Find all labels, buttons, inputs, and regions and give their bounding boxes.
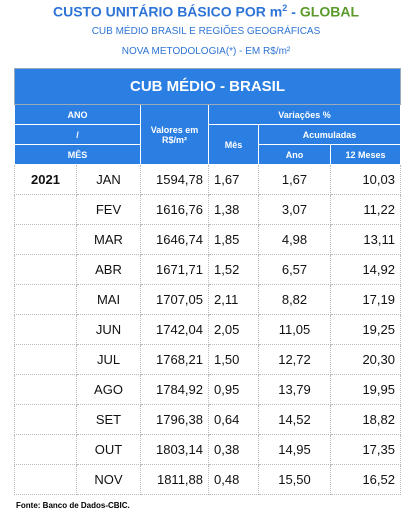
title-main: CUSTO UNITÁRIO BÁSICO POR m: [53, 3, 283, 20]
table-body: 2021 JAN 1594,78 1,67 1,67 10,03 FEV 1616,76 1,3…: [14, 164, 401, 495]
table-cell: 11,22: [330, 194, 401, 225]
table-cell: 20,30: [330, 344, 401, 375]
table-cell: AGO: [76, 374, 141, 405]
table-row: MAR 1646,74 1,85 4,98 13,11: [14, 224, 401, 255]
table-cell: [14, 404, 77, 435]
table-row: FEV 1616,76 1,38 3,07 11,22: [14, 194, 401, 225]
table-cell: MAI: [76, 284, 141, 315]
header-cell: MÊS: [14, 144, 141, 165]
table-cell: [14, 374, 77, 405]
table-cell: 0,64: [208, 404, 259, 435]
table-cell: 13,79: [258, 374, 331, 405]
header-cell: Ano: [258, 144, 331, 165]
title-sup: 2: [282, 3, 288, 13]
table-cell: 1616,76: [140, 194, 209, 225]
header-cell: Acumuladas: [258, 124, 401, 145]
table-cell: 17,35: [330, 434, 401, 465]
table-cell: 1646,74: [140, 224, 209, 255]
header-cell: 12 Meses: [330, 144, 401, 165]
table-cell: 16,52: [330, 464, 401, 495]
table-row: ABR 1671,71 1,52 6,57 14,92: [14, 254, 401, 285]
table-cell: NOV: [76, 464, 141, 495]
table-cell: 1,85: [208, 224, 259, 255]
table-row: JUL 1768,21 1,50 12,72 20,30: [14, 344, 401, 375]
table-cell: ABR: [76, 254, 141, 285]
table-cell: 3,07: [258, 194, 331, 225]
table-cell: [14, 434, 77, 465]
table-cell: 10,03: [330, 164, 401, 195]
table-cell: JUL: [76, 344, 141, 375]
table-row: JUN 1742,04 2,05 11,05 19,25: [14, 314, 401, 345]
table-cell: 1594,78: [140, 164, 209, 195]
table-cell: 18,82: [330, 404, 401, 435]
table-cell: [14, 194, 77, 225]
header-cell: Mês: [208, 124, 259, 165]
title-highlight: GLOBAL: [299, 3, 359, 20]
table-cell: [14, 314, 77, 345]
table-cell: 0,95: [208, 374, 259, 405]
table-cell: FEV: [76, 194, 141, 225]
table-cell: 1671,71: [140, 254, 209, 285]
table-cell: MAR: [76, 224, 141, 255]
table-row: 2021 JAN 1594,78 1,67 1,67 10,03: [14, 164, 401, 195]
table-cell: 1,67: [258, 164, 331, 195]
note: NOVA METODOLOGIA(*) - EM R$/m²: [121, 46, 291, 57]
table-cell: 14,92: [330, 254, 401, 285]
table-row: OUT 1803,14 0,38 14,95 17,35: [14, 434, 401, 465]
table-cell: 2021: [14, 164, 77, 195]
table-cell: SET: [76, 404, 141, 435]
header-cell: ANO: [14, 104, 141, 125]
table-cell: 1768,21: [140, 344, 209, 375]
table-cell: 1,67: [208, 164, 259, 195]
header-cell: /: [14, 124, 141, 145]
table-row: AGO 1784,92 0,95 13,79 19,95: [14, 374, 401, 405]
title: CUSTO UNITÁRIO BÁSICO POR m2- GLOBAL: [0, 3, 412, 20]
table-cell: [14, 464, 77, 495]
table-cell: 14,95: [258, 434, 331, 465]
table-cell: 1742,04: [140, 314, 209, 345]
header-cell: Valores em R$/m²: [140, 104, 209, 165]
table-cell: 17,19: [330, 284, 401, 315]
table-cell: 6,57: [258, 254, 331, 285]
table-cell: 19,95: [330, 374, 401, 405]
table-cell: 15,50: [258, 464, 331, 495]
table-cell: 1796,38: [140, 404, 209, 435]
table-cell: 1803,14: [140, 434, 209, 465]
table-cell: 0,48: [208, 464, 259, 495]
table-cell: [14, 284, 77, 315]
table-cell: 1,38: [208, 194, 259, 225]
source: Fonte: Banco de Dados-CBIC.: [16, 501, 130, 510]
table-title: CUB MÉDIO - BRASIL: [14, 68, 401, 105]
table-cell: [14, 344, 77, 375]
title-separator: -: [291, 3, 296, 20]
table-row: MAI 1707,05 2,11 8,82 17,19: [14, 284, 401, 315]
subtitle: CUB MÉDIO BRASIL E REGIÕES GEOGRÁFICAS: [91, 26, 321, 37]
table-cell: 2,11: [208, 284, 259, 315]
table-cell: 13,11: [330, 224, 401, 255]
table-cell: JAN: [76, 164, 141, 195]
table-cell: OUT: [76, 434, 141, 465]
table-cell: JUN: [76, 314, 141, 345]
table-cell: 2,05: [208, 314, 259, 345]
table-cell: 11,05: [258, 314, 331, 345]
table-cell: 8,82: [258, 284, 331, 315]
table-row: SET 1796,38 0,64 14,52 18,82: [14, 404, 401, 435]
table-cell: 1784,92: [140, 374, 209, 405]
table-cell: 1,52: [208, 254, 259, 285]
table: CUB MÉDIO - BRASIL ANO Valores em R$/m² Va…: [14, 68, 401, 495]
table-cell: 0,38: [208, 434, 259, 465]
table-cell: 19,25: [330, 314, 401, 345]
table-cell: 14,52: [258, 404, 331, 435]
header-cell: Variações %: [208, 104, 401, 125]
table-cell: 1,50: [208, 344, 259, 375]
table-cell: 12,72: [258, 344, 331, 375]
table-row: NOV 1811,88 0,48 15,50 16,52: [14, 464, 401, 495]
table-cell: 4,98: [258, 224, 331, 255]
table-cell: [14, 254, 77, 285]
table-cell: [14, 224, 77, 255]
table-cell: 1707,05: [140, 284, 209, 315]
table-cell: 1811,88: [140, 464, 209, 495]
